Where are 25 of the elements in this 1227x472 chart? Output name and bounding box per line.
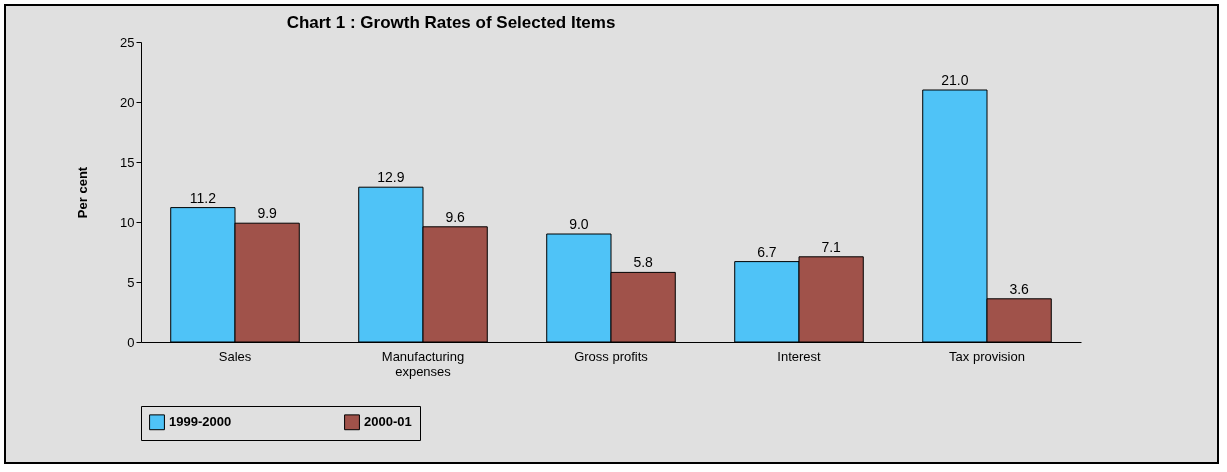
data-label: 6.7 [757,243,777,260]
x-tick-label: Manufacturing expenses [381,348,465,379]
y-tick-label: 20 [120,94,135,110]
data-label: 9.0 [569,216,589,232]
y-tick-label: 25 [120,34,135,50]
data-label: 3.6 [1009,280,1030,297]
data-label: 7.1 [821,238,842,255]
data-label: 21.0 [941,72,969,88]
x-tick-label: Tax provision [949,348,1025,364]
x-tick-label: Sales [218,348,252,364]
x-tick-label: Interest [777,348,822,364]
data-label: 9.6 [445,208,466,225]
data-label: 11.2 [189,189,217,206]
chart-title: Chart 1 : Growth Rates of Selected Items [286,13,616,32]
x-tick-label: Gross profits [574,348,649,364]
legend-label: 2000-01 [364,414,412,430]
data-label: 9.9 [257,205,278,222]
y-axis-title: Per cent [75,166,91,219]
data-label: 12.9 [377,169,405,186]
legend-label: 1999-2000 [169,414,232,430]
data-label: 5.8 [633,254,654,271]
y-tick-label: 10 [120,214,135,230]
y-tick-label: 15 [120,154,135,170]
y-tick-label: 0 [127,334,135,350]
y-tick-label: 5 [127,274,135,290]
